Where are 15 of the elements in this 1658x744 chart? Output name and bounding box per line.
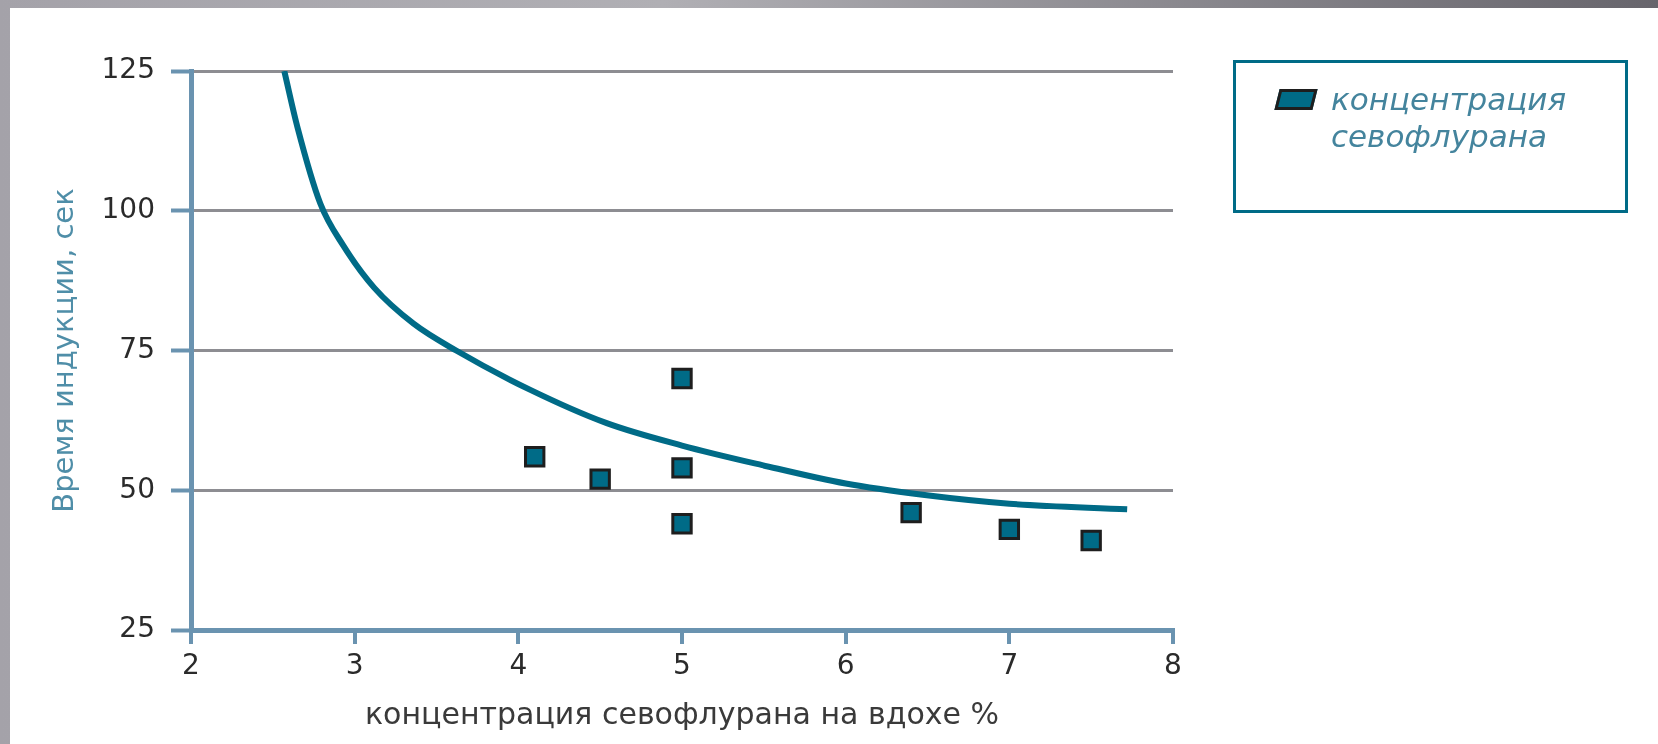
legend-label: концентрация севофлурана [1331,81,1568,155]
y-tick-label: 125 [101,52,155,86]
x-tick-label: 8 [1164,648,1182,682]
y-axis-title: Время индукции, сек [45,188,80,513]
x-tick-label: 7 [1000,648,1019,682]
y-tick-label: 25 [119,611,155,645]
y-tick-label: 100 [101,192,155,226]
y-tick-label: 75 [119,331,155,365]
x-tick-label: 2 [182,648,200,682]
x-axis-title: концентрация севофлурана на вдохе % [364,695,1000,731]
x-tick-label: 4 [509,648,528,682]
y-tick-label: 50 [119,471,155,505]
x-tick-label: 3 [345,648,364,682]
x-tick-label: 5 [673,648,691,682]
x-tick-label: 6 [836,648,855,682]
